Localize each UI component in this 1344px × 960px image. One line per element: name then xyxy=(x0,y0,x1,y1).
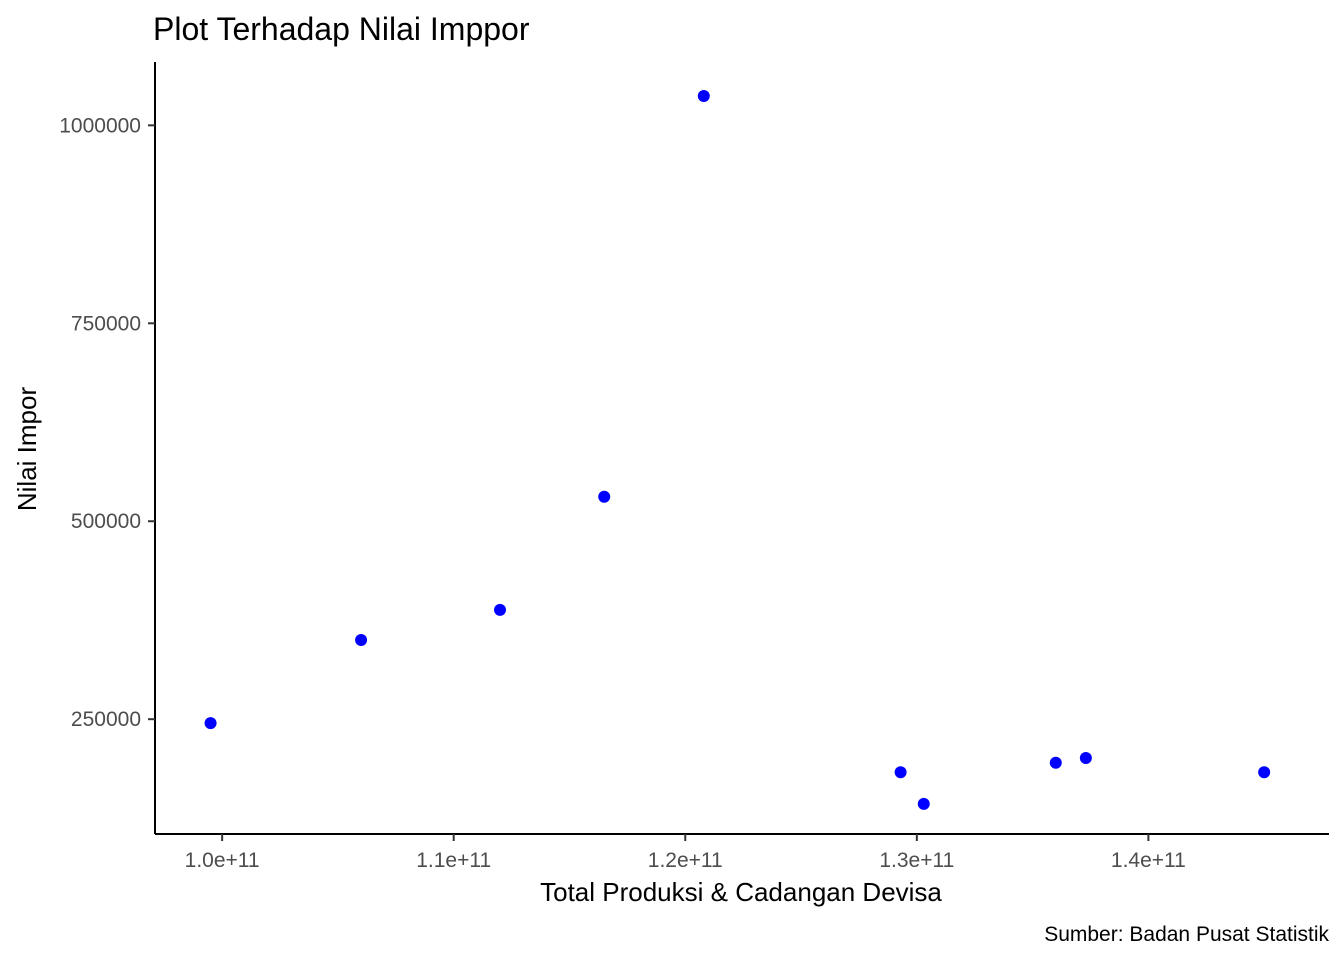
y-tick-label: 500000 xyxy=(71,510,141,533)
data-point xyxy=(355,634,368,647)
y-axis-title: Nilai Impor xyxy=(12,387,42,512)
data-point xyxy=(894,766,907,779)
data-point xyxy=(598,490,611,503)
chart-title: Plot Terhadap Nilai Imppor xyxy=(153,11,530,47)
chart-caption: Sumber: Badan Pusat Statistik xyxy=(1044,923,1329,946)
y-tick-label: 250000 xyxy=(71,708,141,731)
x-tick-label: 1.2e+11 xyxy=(648,849,723,872)
data-point xyxy=(697,90,710,103)
y-tick-label: 1000000 xyxy=(59,114,141,137)
data-points xyxy=(204,90,1271,810)
data-point xyxy=(1049,756,1062,769)
data-point xyxy=(204,717,217,730)
x-tick-label: 1.1e+11 xyxy=(416,849,491,872)
data-point xyxy=(494,603,507,616)
data-point xyxy=(1079,751,1092,764)
data-point xyxy=(917,797,930,810)
y-tick-label: 750000 xyxy=(71,312,141,335)
x-tick-label: 1.0e+11 xyxy=(185,849,260,872)
x-tick-label: 1.3e+11 xyxy=(879,849,954,872)
x-tick-label: 1.4e+11 xyxy=(1111,849,1186,872)
x-axis-title: Total Produksi & Cadangan Devisa xyxy=(540,877,942,907)
data-point xyxy=(1258,766,1271,779)
y-axis-ticks: 250000 500000 750000 1000000 xyxy=(59,114,155,731)
x-axis-ticks: 1.0e+11 1.1e+11 1.2e+11 1.3e+11 1.4e+11 xyxy=(185,834,1186,872)
plot-area: 1.0e+11 1.1e+11 1.2e+11 1.3e+11 1.4e+11 2500… xyxy=(59,62,1329,872)
